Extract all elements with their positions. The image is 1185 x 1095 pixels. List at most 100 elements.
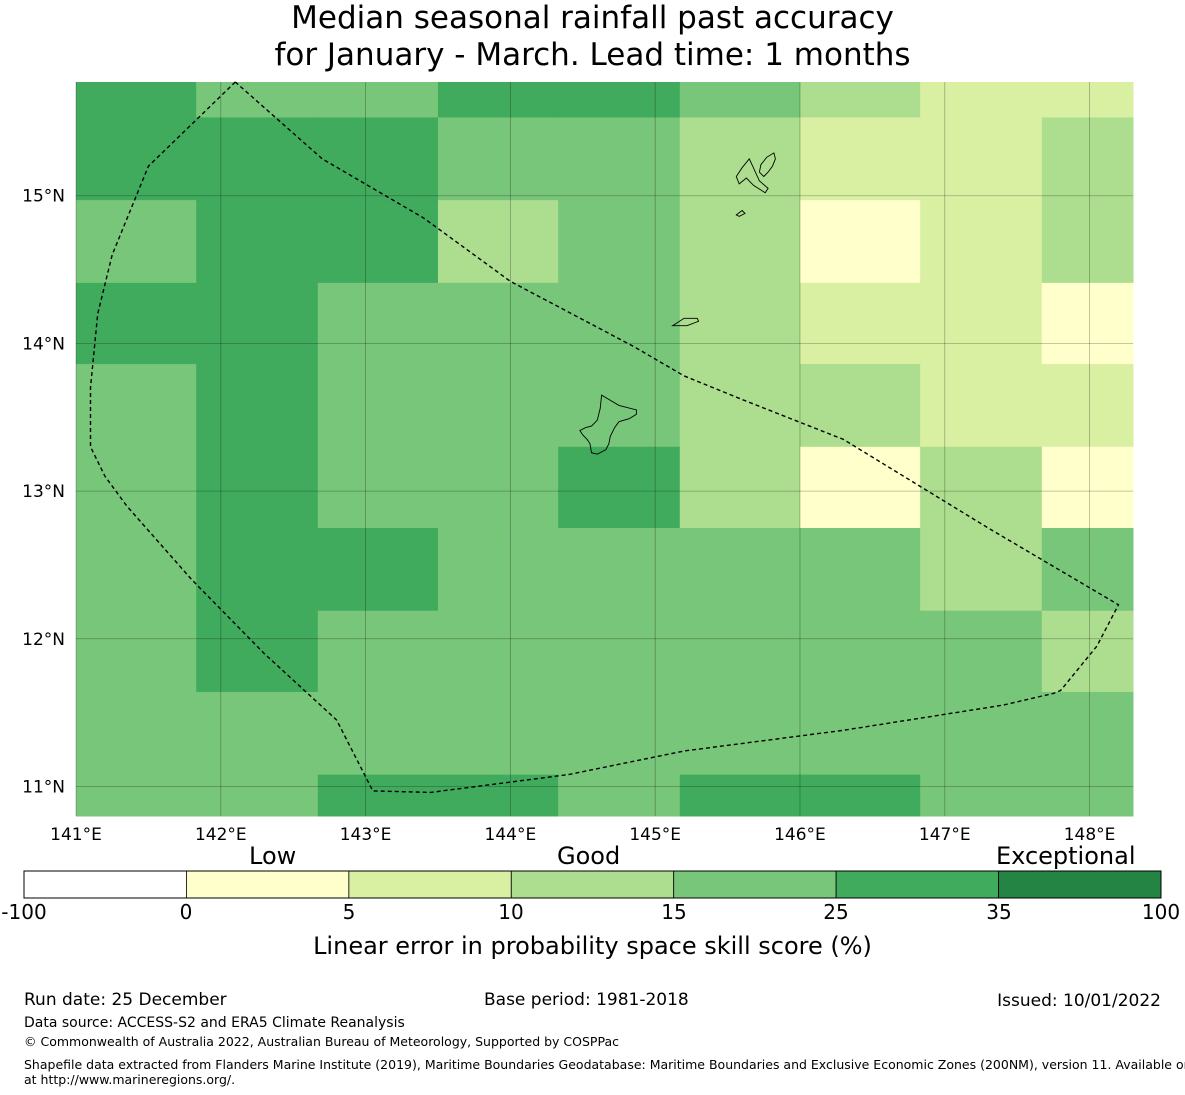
- skill-cell: [76, 610, 197, 693]
- skill-cell: [196, 446, 319, 529]
- colorbar-tick: 35: [986, 900, 1012, 924]
- latitude-labels: 15°N 14°N 13°N 12°N 11°N: [22, 187, 65, 798]
- skill-cell: [679, 82, 801, 118]
- colorbar-segment: [510, 870, 675, 899]
- skill-cell: [1041, 200, 1134, 284]
- skill-cell: [317, 364, 439, 448]
- skill-cell: [558, 117, 681, 201]
- longitude-label: 145°E: [629, 825, 681, 845]
- skill-cell: [196, 117, 319, 201]
- skill-cell: [679, 446, 801, 529]
- map-title-line-1: Median seasonal rainfall past accuracy: [291, 0, 894, 36]
- skill-cell: [679, 364, 801, 448]
- skill-cell: [558, 691, 681, 776]
- skill-cell: [920, 528, 1043, 612]
- colorbar-category-low: Low: [249, 842, 297, 870]
- skill-cell: [679, 691, 801, 776]
- latitude-label: 13°N: [22, 482, 65, 502]
- skill-grid: [76, 82, 1134, 817]
- skill-cell: [558, 200, 681, 284]
- skill-cell: [196, 774, 319, 817]
- longitude-label: 146°E: [774, 825, 826, 845]
- skill-cell: [76, 774, 197, 817]
- skill-cell: [679, 200, 801, 284]
- colorbar-tick: 10: [498, 900, 524, 924]
- skill-cell: [437, 528, 559, 612]
- colorbar-segment: [348, 870, 512, 899]
- skill-cell: [679, 774, 801, 817]
- island-coastline: [671, 317, 700, 327]
- longitude-label: 147°E: [919, 825, 971, 845]
- skill-cell: [679, 610, 801, 693]
- skill-cell: [196, 528, 319, 612]
- skill-cell: [799, 610, 921, 693]
- skill-cell: [558, 610, 681, 693]
- skill-cell: [76, 446, 197, 529]
- colorbar-segment: [835, 870, 999, 899]
- skill-cell: [437, 117, 559, 201]
- skill-cell: [437, 82, 559, 118]
- run-date: Run date: 25 December: [24, 990, 227, 1010]
- colorbar-tick: 100: [1141, 900, 1181, 924]
- colorbar-frame: [23, 870, 1162, 899]
- longitude-label: 143°E: [340, 825, 392, 845]
- colorbar-tick: 25: [823, 900, 849, 924]
- skill-cell: [920, 774, 1043, 817]
- map-title-line-2: for January - March. Lead time: 1 months: [274, 37, 911, 73]
- skill-cell: [558, 528, 681, 612]
- skill-cell: [76, 364, 197, 448]
- colorbar-tick: -100: [1, 900, 47, 924]
- latitude-label: 12°N: [22, 630, 65, 650]
- longitude-label: 144°E: [485, 825, 537, 845]
- shapefile-credit-line-2: at http://www.marineregions.org/.: [24, 1072, 236, 1087]
- island-coastline: [735, 209, 746, 217]
- colorbar-segment: [673, 870, 837, 899]
- skill-cell: [196, 364, 319, 448]
- skill-cell: [799, 446, 921, 529]
- skill-cell: [317, 610, 439, 693]
- skill-cell: [558, 282, 681, 365]
- skill-cell: [1041, 610, 1134, 693]
- longitude-label: 142°E: [195, 825, 247, 845]
- skill-cell: [920, 282, 1043, 365]
- latitude-label: 11°N: [22, 777, 65, 797]
- skill-cell: [76, 691, 197, 776]
- skill-cell: [196, 282, 319, 365]
- skill-cell: [437, 446, 559, 529]
- colorbar-category-exceptional: Exceptional: [996, 842, 1136, 870]
- skill-cell: [1041, 117, 1134, 201]
- skill-cell: [317, 691, 439, 776]
- graticule: [75, 82, 1133, 816]
- colorbar-tick: 0: [179, 900, 193, 924]
- skill-cell: [1041, 691, 1134, 776]
- skill-cell: [1041, 446, 1134, 529]
- skill-cell: [1041, 774, 1134, 817]
- skill-cell: [558, 774, 681, 817]
- skill-cell: [196, 200, 319, 284]
- skill-cell: [76, 117, 197, 201]
- skill-cell: [317, 774, 439, 817]
- skill-cell: [799, 282, 921, 365]
- skill-cell: [76, 200, 197, 284]
- skill-cell: [1041, 282, 1134, 365]
- skill-cell: [1041, 82, 1134, 118]
- skill-cell: [1041, 528, 1134, 612]
- skill-cell: [437, 200, 559, 284]
- skill-cell: [437, 774, 559, 817]
- skill-cell: [437, 282, 559, 365]
- skill-cell: [799, 117, 921, 201]
- skill-cell: [317, 200, 439, 284]
- shapefile-credit-line-1: Shapefile data extracted from Flanders M…: [24, 1057, 1185, 1072]
- skill-cell: [317, 446, 439, 529]
- colorbar-axis-label: Linear error in probability space skill …: [313, 932, 872, 960]
- base-period: Base period: 1981-2018: [484, 990, 689, 1010]
- skill-cell: [196, 82, 319, 118]
- island-coastline: [735, 157, 769, 194]
- skill-cell: [799, 200, 921, 284]
- skill-cell: [317, 117, 439, 201]
- issued-date: Issued: 10/01/2022: [997, 991, 1161, 1011]
- colorbar-category-good: Good: [557, 842, 621, 870]
- skill-cell: [437, 691, 559, 776]
- skill-cell: [558, 446, 681, 529]
